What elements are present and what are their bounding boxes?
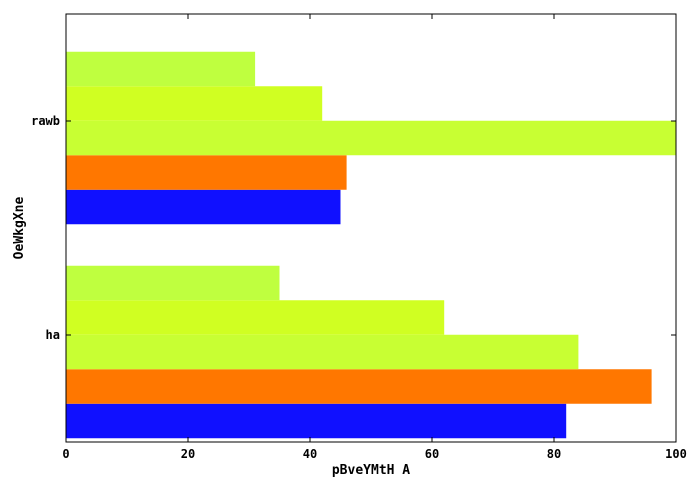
bar-rawb-s1 [66,155,347,190]
bar-ha-s3 [66,300,445,335]
bar-rawb-s3 [66,86,323,121]
plot-frame [65,13,677,443]
ticks-layer: ha rawb 0 20 40 60 80 100 [31,14,687,461]
x-tick-label: 100 [665,447,687,461]
bar-rawb-s0 [66,189,341,225]
y-tick-label: rawb [31,114,60,128]
x-tick-label: 20 [181,447,195,461]
y-axis-label: OeWkgXne [12,197,27,260]
x-tick-label: 0 [62,447,69,461]
bar-rawb-s4 [66,51,256,87]
bar-ha-s4 [66,265,280,301]
x-axis-label: pBveYMtH A [332,463,410,478]
bar-ha-s0 [66,403,567,439]
bars-layer [66,51,676,439]
x-tick-label: 80 [547,447,561,461]
y-tick-label: ha [46,328,60,342]
bar-ha-s1 [66,369,652,404]
bar-rawb-s2 [66,120,676,156]
bar-ha-s2 [66,334,579,370]
x-tick-label: 40 [303,447,317,461]
x-tick-label: 60 [425,447,439,461]
